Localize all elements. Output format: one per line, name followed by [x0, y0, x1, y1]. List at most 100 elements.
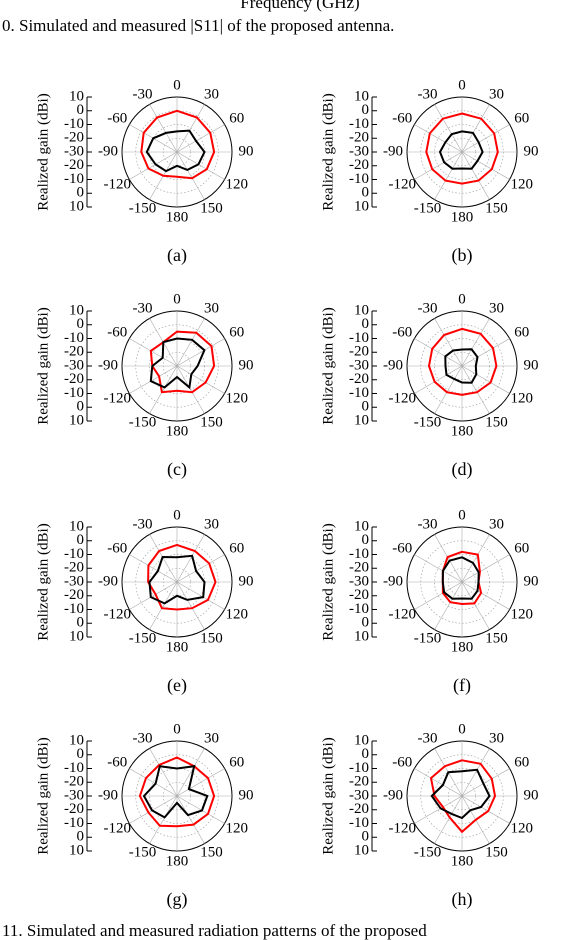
spoke — [414, 795, 463, 824]
angle-label: -90 — [383, 573, 403, 589]
angle-label: 150 — [200, 201, 223, 217]
angle-label: 180 — [451, 853, 474, 869]
angle-label: 30 — [204, 516, 219, 532]
angle-label: -60 — [392, 324, 412, 340]
angle-label: 60 — [514, 110, 529, 126]
panel-label: (e) — [167, 675, 187, 696]
angle-label: -60 — [392, 540, 412, 556]
angle-label: -90 — [98, 573, 118, 589]
spoke — [149, 581, 178, 630]
spoke — [176, 338, 225, 367]
r-tick-label: -10 — [64, 601, 84, 617]
r-tick-label: -20 — [349, 157, 369, 173]
angle-label: 150 — [200, 415, 223, 431]
panel-label: (f) — [453, 675, 471, 696]
angle-label: 150 — [200, 631, 223, 647]
angle-label: -120 — [103, 820, 131, 836]
angle-label: 0 — [173, 507, 181, 523]
angle-label: 120 — [226, 176, 249, 192]
spoke — [129, 581, 178, 610]
angle-label: 90 — [239, 573, 254, 589]
angle-label: -30 — [418, 730, 438, 746]
angle-label: 0 — [458, 291, 466, 307]
panel-label: (d) — [452, 459, 473, 480]
spoke — [414, 365, 463, 394]
r-tick-label: -30 — [349, 787, 369, 803]
r-tick-label: -30 — [349, 143, 369, 159]
spoke — [461, 365, 510, 394]
angle-label: -30 — [133, 86, 153, 102]
r-tick-label: -30 — [64, 573, 84, 589]
r-tick-label: 10 — [354, 302, 369, 318]
r-tick-label: -20 — [64, 157, 84, 173]
angle-label: -60 — [107, 110, 127, 126]
spoke — [461, 124, 510, 153]
r-tick-label: -20 — [349, 344, 369, 360]
r-tick-label: 0 — [362, 102, 370, 118]
r-tick-label: 0 — [362, 532, 370, 548]
angle-label: 60 — [229, 324, 244, 340]
r-tick-label: -20 — [64, 774, 84, 790]
spoke — [461, 151, 490, 200]
angle-label: -120 — [388, 176, 416, 192]
panel-label: (a) — [167, 245, 187, 266]
r-tick-label: -20 — [64, 130, 84, 146]
r-tick-label: 0 — [77, 532, 85, 548]
r-tick-label: -20 — [64, 371, 84, 387]
spoke — [149, 365, 178, 414]
y-axis-label: Realized gain (dBi) — [320, 523, 336, 640]
spoke — [414, 151, 463, 180]
angle-label: 30 — [204, 300, 219, 316]
y-axis-label: Realized gain (dBi) — [320, 737, 336, 854]
spoke — [434, 365, 463, 414]
angle-label: -120 — [103, 390, 131, 406]
angle-label: 30 — [489, 300, 504, 316]
pattern-line — [138, 756, 216, 828]
spoke — [149, 795, 178, 844]
spoke — [434, 318, 463, 367]
angle-label: 0 — [173, 721, 181, 737]
spoke — [434, 151, 463, 200]
r-tick-label: -10 — [349, 171, 369, 187]
spoke — [149, 748, 178, 797]
angle-label: 0 — [173, 291, 181, 307]
angle-label: -150 — [414, 201, 442, 217]
angle-label: 180 — [166, 853, 189, 869]
r-tick-label: -20 — [349, 801, 369, 817]
angle-label: 180 — [166, 209, 189, 225]
angle-label: 60 — [229, 540, 244, 556]
pattern-line — [149, 330, 216, 394]
spoke — [129, 768, 178, 797]
angle-label: 60 — [229, 110, 244, 126]
r-tick-label: -10 — [64, 760, 84, 776]
spoke — [414, 124, 463, 153]
r-tick-label: -10 — [64, 815, 84, 831]
r-tick-label: 10 — [69, 842, 84, 858]
angle-label: 120 — [226, 390, 249, 406]
angle-label: -90 — [383, 357, 403, 373]
angle-label: -60 — [107, 754, 127, 770]
spoke — [434, 581, 463, 630]
spoke — [176, 318, 205, 367]
angle-label: -150 — [129, 415, 157, 431]
r-tick-label: 0 — [77, 185, 85, 201]
angle-label: -120 — [388, 390, 416, 406]
y-axis-label: Realized gain (dBi) — [35, 523, 51, 640]
pattern-line — [142, 765, 209, 819]
r-tick-label: 0 — [77, 399, 85, 415]
r-tick-label: 0 — [77, 746, 85, 762]
spoke — [176, 581, 225, 610]
spoke — [176, 534, 205, 583]
spoke — [129, 795, 178, 824]
angle-label: -150 — [414, 845, 442, 861]
spoke — [176, 365, 205, 414]
angle-label: 90 — [524, 787, 539, 803]
angle-label: 30 — [204, 730, 219, 746]
angle-label: -30 — [133, 300, 153, 316]
spoke — [176, 365, 225, 394]
r-tick-label: 10 — [354, 518, 369, 534]
angle-label: -150 — [129, 631, 157, 647]
angle-label: -60 — [107, 324, 127, 340]
spoke — [461, 318, 490, 367]
r-tick-label: -10 — [349, 385, 369, 401]
